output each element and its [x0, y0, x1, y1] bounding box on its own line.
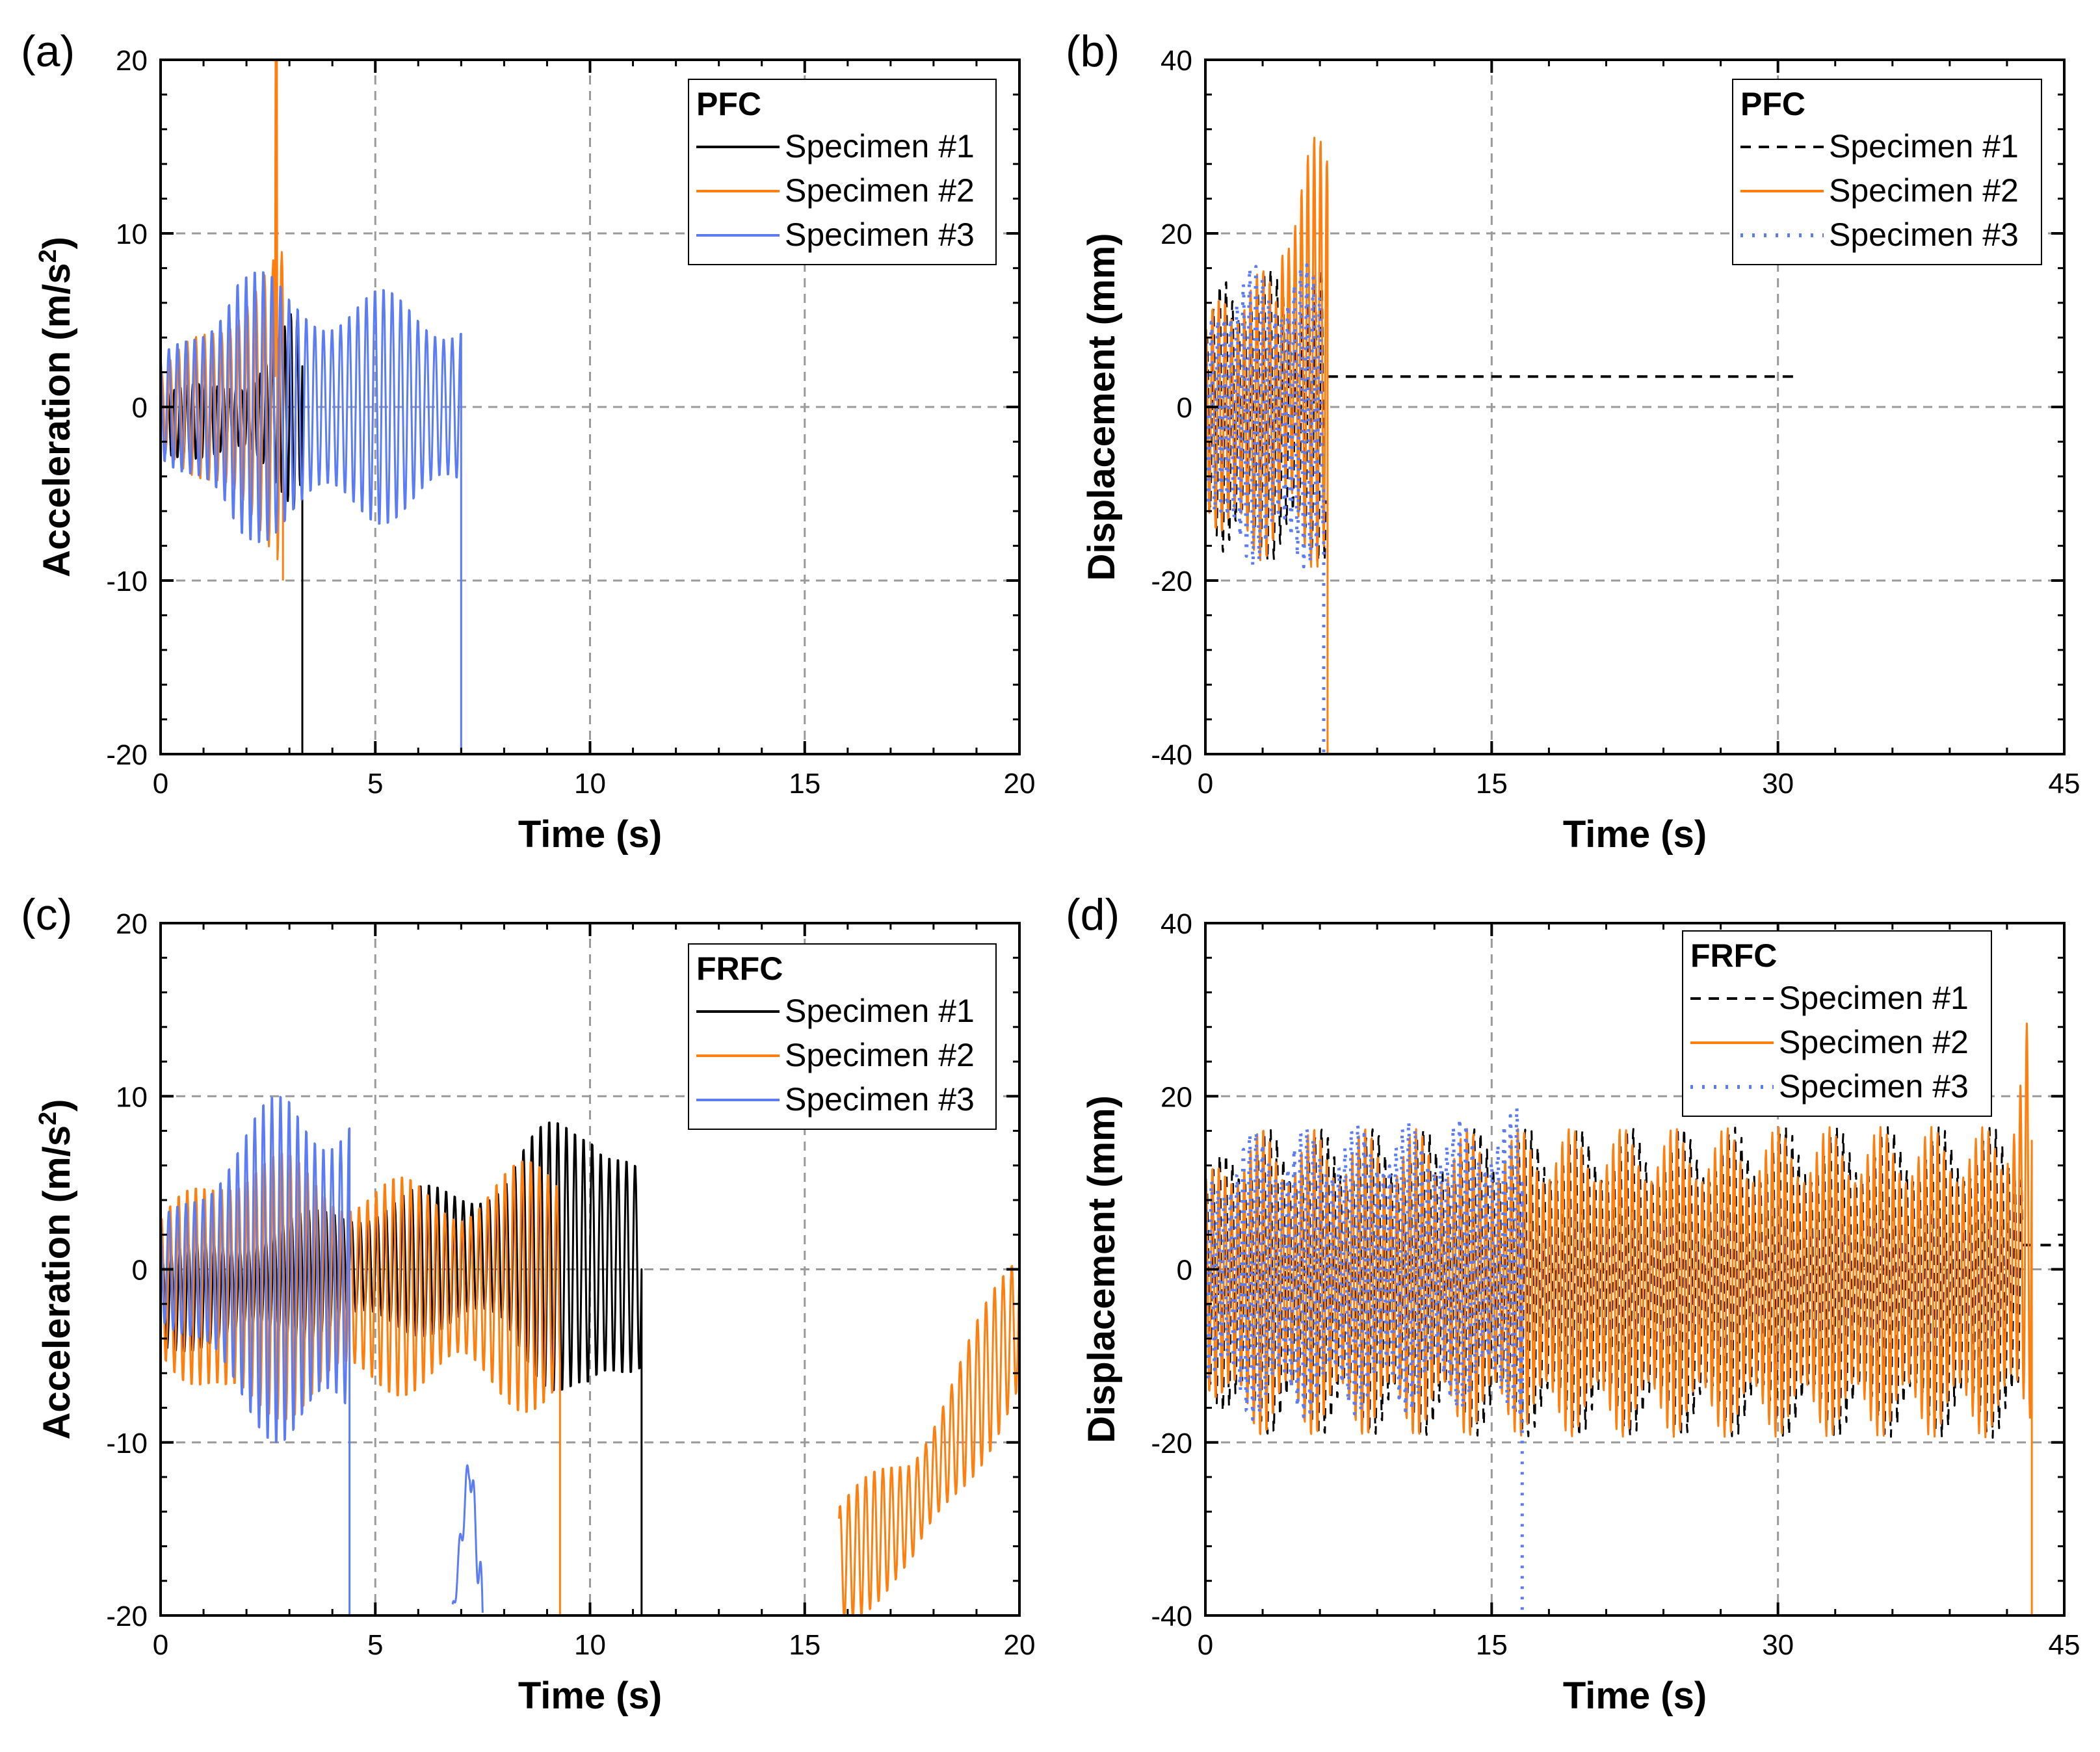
- plot-area: [161, 1095, 1019, 1615]
- y-axis-title-sup: 2: [34, 1112, 62, 1125]
- y-tick-label: 40: [1161, 908, 1192, 940]
- y-tick-label: 0: [1177, 1255, 1192, 1287]
- y-tick-label: -20: [1151, 1428, 1192, 1459]
- legend-title: PFC: [696, 86, 761, 122]
- legend-entry-label: Specimen #3: [785, 216, 975, 253]
- legend-box: [1732, 79, 2042, 265]
- y-tick-label: -20: [1151, 566, 1192, 597]
- x-tick-label: 0: [153, 1629, 168, 1661]
- x-tick-label: 45: [2049, 1629, 2080, 1661]
- legend-entry-label: Specimen #3: [785, 1081, 975, 1118]
- y-axis-title-end: ): [36, 237, 78, 249]
- x-tick-label: 15: [1476, 768, 1508, 800]
- x-tick-label: 5: [367, 1629, 383, 1661]
- y-tick-label: 0: [132, 1255, 148, 1287]
- y-axis-title-sup: 2: [34, 249, 62, 263]
- y-tick-label: -10: [106, 566, 148, 597]
- legend-entry-label: Specimen #1: [785, 993, 975, 1029]
- series-line-specimen2-seg0: [1205, 137, 1329, 754]
- y-tick-label: 10: [116, 218, 148, 250]
- legend-entry-label: Specimen #1: [1829, 128, 2019, 164]
- y-axis-title-main: Acceleration (m/s: [36, 263, 78, 577]
- legend-entry-label: Specimen #1: [1779, 980, 1969, 1016]
- legend-title: PFC: [1740, 86, 1805, 122]
- y-axis-title-main: Displacement (mm): [1081, 233, 1123, 581]
- chart-panel-a: 0 5 10 15 20 -20 -10 0 10 20 Time (s) Acceleration …: [21, 27, 1035, 856]
- x-tick-label: 30: [1762, 768, 1794, 800]
- x-tick-label: 0: [153, 768, 168, 800]
- y-tick-label: 10: [116, 1081, 148, 1113]
- y-axis-title-main: Displacement (mm): [1081, 1095, 1123, 1443]
- panel-label: (d): [1066, 890, 1120, 939]
- x-tick-label: 5: [367, 768, 383, 800]
- x-axis-title: Time (s): [1563, 1675, 1707, 1717]
- series-line-specimen3-seg1: [451, 1464, 484, 1613]
- chart-panel-b: 0 15 30 45 -40 -20 0 20 40 Time (s) Displacement (…: [1066, 27, 2080, 856]
- legend-box: [688, 79, 997, 265]
- legend-box: [688, 943, 997, 1130]
- x-axis-title: Time (s): [1563, 813, 1707, 856]
- series-line-specimen3-seg0: [1205, 1106, 1524, 1615]
- x-tick-label: 0: [1198, 768, 1213, 800]
- panel-label: (a): [21, 27, 75, 76]
- y-tick-label: 20: [116, 45, 148, 77]
- series-line-specimen2-seg0: [161, 1153, 561, 1615]
- legend-entry-label: Specimen #2: [785, 1037, 975, 1073]
- x-tick-label: 0: [1198, 1629, 1213, 1661]
- legend-entry-label: Specimen #2: [1829, 172, 2019, 209]
- y-axis-title-main: Acceleration (m/s: [36, 1125, 78, 1440]
- series-line-specimen3-seg0: [161, 271, 462, 754]
- x-tick-label: 20: [1004, 1629, 1036, 1661]
- y-tick-label: 0: [132, 392, 148, 424]
- chart-panel-c: 0 5 10 15 20 -20 -10 0 10 20 Time (s) Acceleration …: [21, 890, 1035, 1717]
- y-tick-label: -40: [1151, 739, 1192, 771]
- legend-entry-label: Specimen #3: [1829, 216, 2019, 253]
- y-tick-label: -10: [106, 1428, 148, 1459]
- y-tick-label: -20: [106, 739, 148, 771]
- x-tick-label: 15: [1476, 1629, 1508, 1661]
- legend-entry-label: Specimen #3: [1779, 1068, 1969, 1105]
- y-axis-title: Acceleration (m/s2): [34, 237, 78, 577]
- y-tick-label: 20: [116, 908, 148, 940]
- y-axis-title: Displacement (mm): [1081, 233, 1123, 581]
- x-tick-label: 30: [1762, 1629, 1794, 1661]
- y-tick-label: -20: [106, 1601, 148, 1632]
- series-line-specimen3-seg0: [161, 1095, 351, 1615]
- x-axis-title: Time (s): [518, 813, 662, 856]
- x-tick-label: 15: [789, 768, 820, 800]
- y-tick-label: 20: [1161, 1081, 1192, 1113]
- panel-label: (c): [21, 890, 72, 939]
- legend-entry-label: Specimen #2: [785, 172, 975, 209]
- y-axis-title-end: ): [36, 1099, 78, 1112]
- legend: PFC Specimen #1 Specimen #2 Specimen #3: [1732, 79, 2042, 265]
- plot-area: [1205, 1022, 2064, 1615]
- legend-box: [1682, 930, 1992, 1117]
- panel-label: (b): [1066, 27, 1120, 76]
- y-tick-label: 40: [1161, 45, 1192, 77]
- x-tick-label: 10: [574, 768, 606, 800]
- y-axis-title: Acceleration (m/s2): [34, 1099, 78, 1440]
- legend: PFC Specimen #1 Specimen #2 Specimen #3: [688, 79, 997, 265]
- chart-panel-d: 0 15 30 45 -40 -20 0 20 40 Time (s) Displacement (…: [1066, 890, 2080, 1717]
- legend-title: FRFC: [696, 950, 783, 987]
- y-tick-label: -40: [1151, 1601, 1192, 1632]
- plot-area: [1205, 137, 1798, 754]
- x-axis-title: Time (s): [518, 1675, 662, 1717]
- legend-entry-label: Specimen #1: [785, 128, 975, 164]
- legend-entry-label: Specimen #2: [1779, 1024, 1969, 1060]
- x-tick-label: 20: [1004, 768, 1036, 800]
- series-line-specimen2-seg1: [838, 1264, 1019, 1615]
- x-tick-label: 45: [2049, 768, 2080, 800]
- x-tick-label: 10: [574, 1629, 606, 1661]
- legend-title: FRFC: [1690, 937, 1777, 974]
- y-tick-label: 20: [1161, 218, 1192, 250]
- y-axis-title: Displacement (mm): [1081, 1095, 1123, 1443]
- x-tick-label: 15: [789, 1629, 820, 1661]
- plot-area: [161, 60, 462, 754]
- y-tick-label: 0: [1177, 392, 1192, 424]
